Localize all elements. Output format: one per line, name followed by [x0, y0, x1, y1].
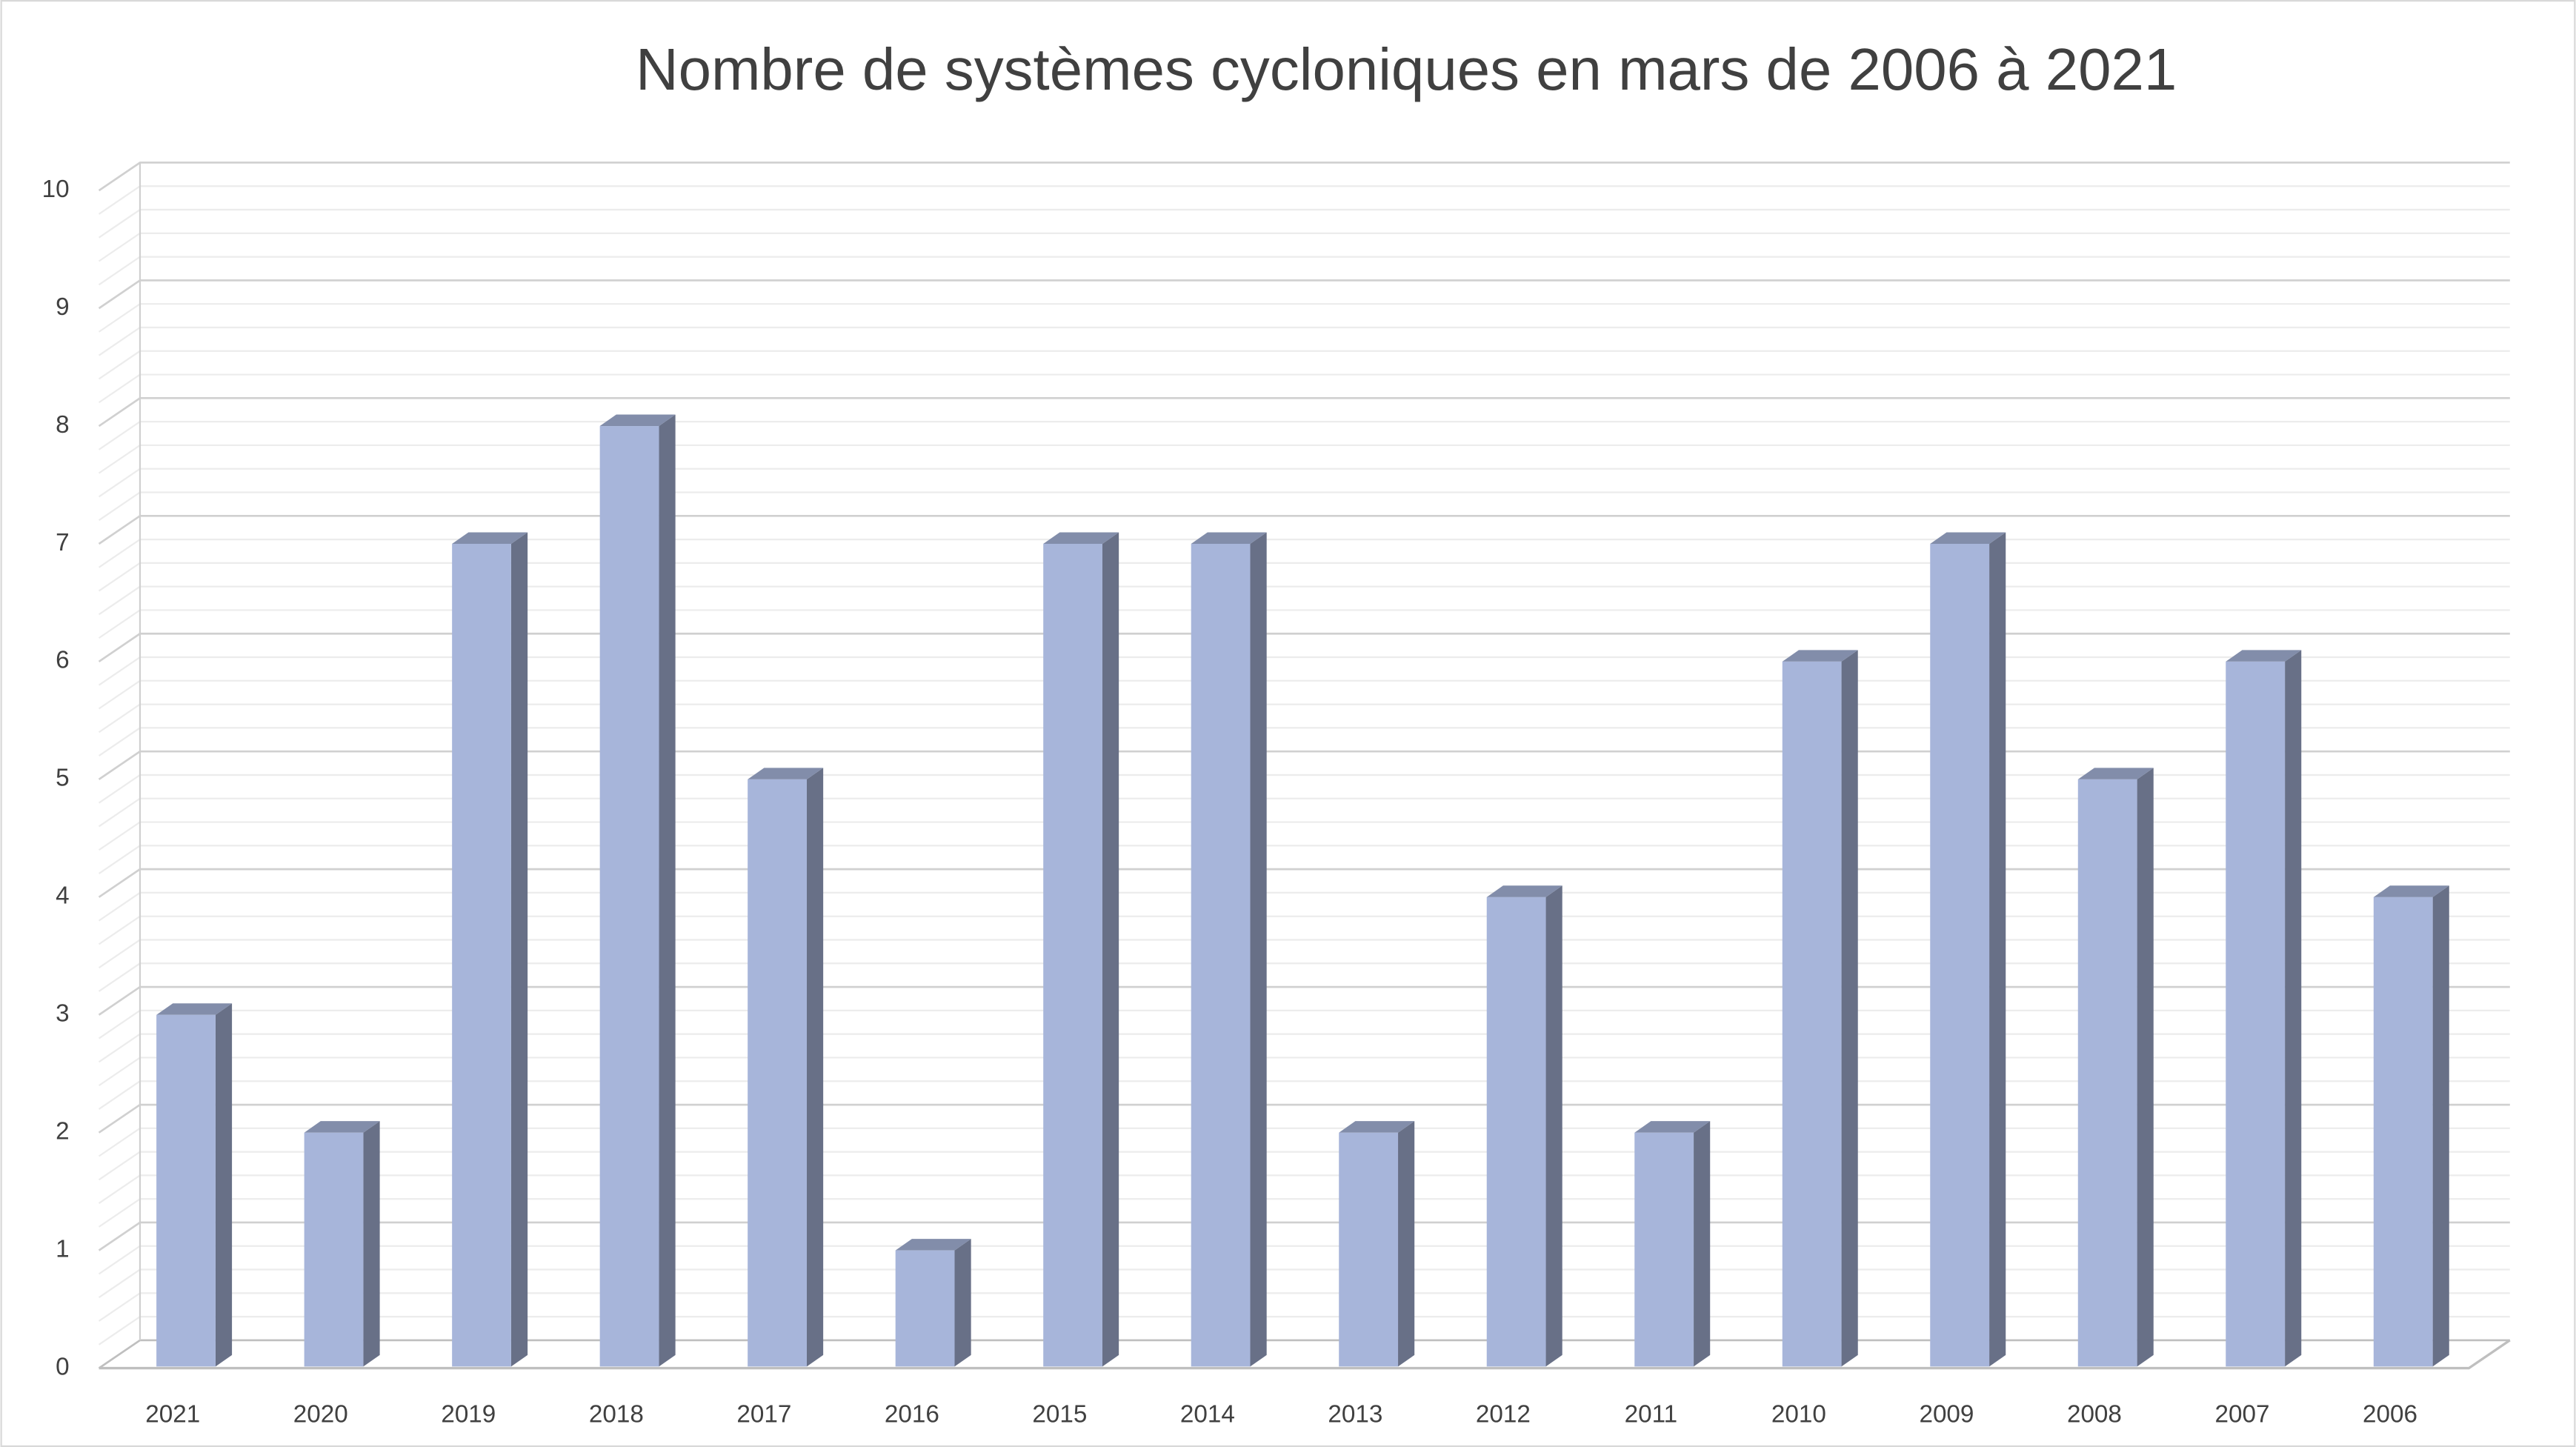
bar-top	[156, 1003, 233, 1015]
bar	[1930, 543, 1990, 1367]
bar-top	[599, 414, 676, 427]
x-tick-label: 2007	[2214, 1401, 2269, 1428]
x-tick-label: 2018	[589, 1401, 644, 1428]
bar-top	[304, 1121, 380, 1133]
bar	[895, 1250, 955, 1367]
x-tick-label: 2021	[145, 1401, 200, 1428]
x-tick-label: 2010	[1771, 1401, 1826, 1428]
bar	[1634, 1132, 1694, 1367]
x-tick-label: 2014	[1180, 1401, 1235, 1428]
y-tick-label: 10	[42, 176, 70, 203]
bar-top	[1191, 532, 1267, 544]
bar-side	[1102, 532, 1119, 1367]
chart-title: Nombre de systèmes cycloniques en mars d…	[636, 36, 2177, 102]
bar-side	[363, 1121, 380, 1367]
bar	[1191, 543, 1251, 1367]
bar	[452, 543, 511, 1367]
y-tick-label: 1	[56, 1235, 70, 1263]
bar	[2077, 779, 2137, 1367]
bar	[599, 426, 659, 1367]
bar-top	[1339, 1121, 1415, 1133]
bar	[1043, 543, 1103, 1367]
x-tick-label: 2013	[1328, 1401, 1382, 1428]
x-tick-label: 2016	[885, 1401, 939, 1428]
bar-top	[2373, 885, 2449, 897]
bar-top	[895, 1239, 971, 1251]
x-tick-label: 2020	[293, 1401, 348, 1428]
y-tick-label: 8	[56, 411, 70, 439]
y-tick-label: 5	[56, 765, 70, 792]
bar	[2373, 897, 2433, 1367]
bar	[304, 1132, 364, 1367]
y-tick-label: 3	[56, 1000, 70, 1028]
bar-side	[1841, 650, 1858, 1367]
bar-side	[510, 532, 528, 1367]
bar-side	[215, 1003, 233, 1367]
y-tick-label: 2	[56, 1117, 70, 1145]
floor-edge	[99, 1339, 2511, 1370]
bar-top	[1634, 1121, 1711, 1133]
bar	[1782, 661, 1842, 1367]
bar-side	[1989, 532, 2006, 1367]
bar-side	[954, 1239, 971, 1367]
y-tick-label: 4	[56, 882, 70, 910]
x-tick-label: 2008	[2067, 1401, 2122, 1428]
y-tick-label: 9	[56, 293, 70, 321]
bar-side	[1694, 1121, 1711, 1367]
x-tick-label: 2019	[441, 1401, 496, 1428]
bar-top	[2226, 650, 2302, 662]
y-tick-label: 6	[56, 647, 70, 674]
bar-top	[2077, 768, 2154, 779]
bar	[2226, 661, 2286, 1367]
bar-top	[1043, 532, 1119, 544]
x-tick-label: 2015	[1032, 1401, 1087, 1428]
bar-side	[1545, 885, 1562, 1367]
y-tick-label: 7	[56, 529, 70, 556]
bar-top	[1930, 532, 2006, 544]
x-tick-label: 2006	[2363, 1401, 2417, 1428]
y-tick-label: 0	[56, 1353, 70, 1380]
bar	[748, 779, 807, 1367]
x-tick-label: 2012	[1476, 1401, 1531, 1428]
bar	[1486, 897, 1546, 1367]
bar-top	[1486, 885, 1562, 897]
bar-top	[1782, 650, 1858, 662]
bar-side	[2432, 885, 2449, 1367]
bar	[156, 1014, 216, 1367]
x-tick-label: 2011	[1625, 1401, 1678, 1428]
bar-side	[1398, 1121, 1415, 1367]
x-tick-label: 2009	[1919, 1401, 1974, 1428]
bar-top	[452, 532, 528, 544]
bar-side	[1250, 532, 1267, 1367]
bar	[1339, 1132, 1399, 1367]
bar-side	[806, 768, 824, 1367]
bar-side	[2137, 768, 2154, 1367]
bar-side	[659, 414, 676, 1367]
bar-top	[748, 768, 824, 779]
bar-side	[2285, 650, 2302, 1367]
x-tick-label: 2017	[736, 1401, 791, 1428]
